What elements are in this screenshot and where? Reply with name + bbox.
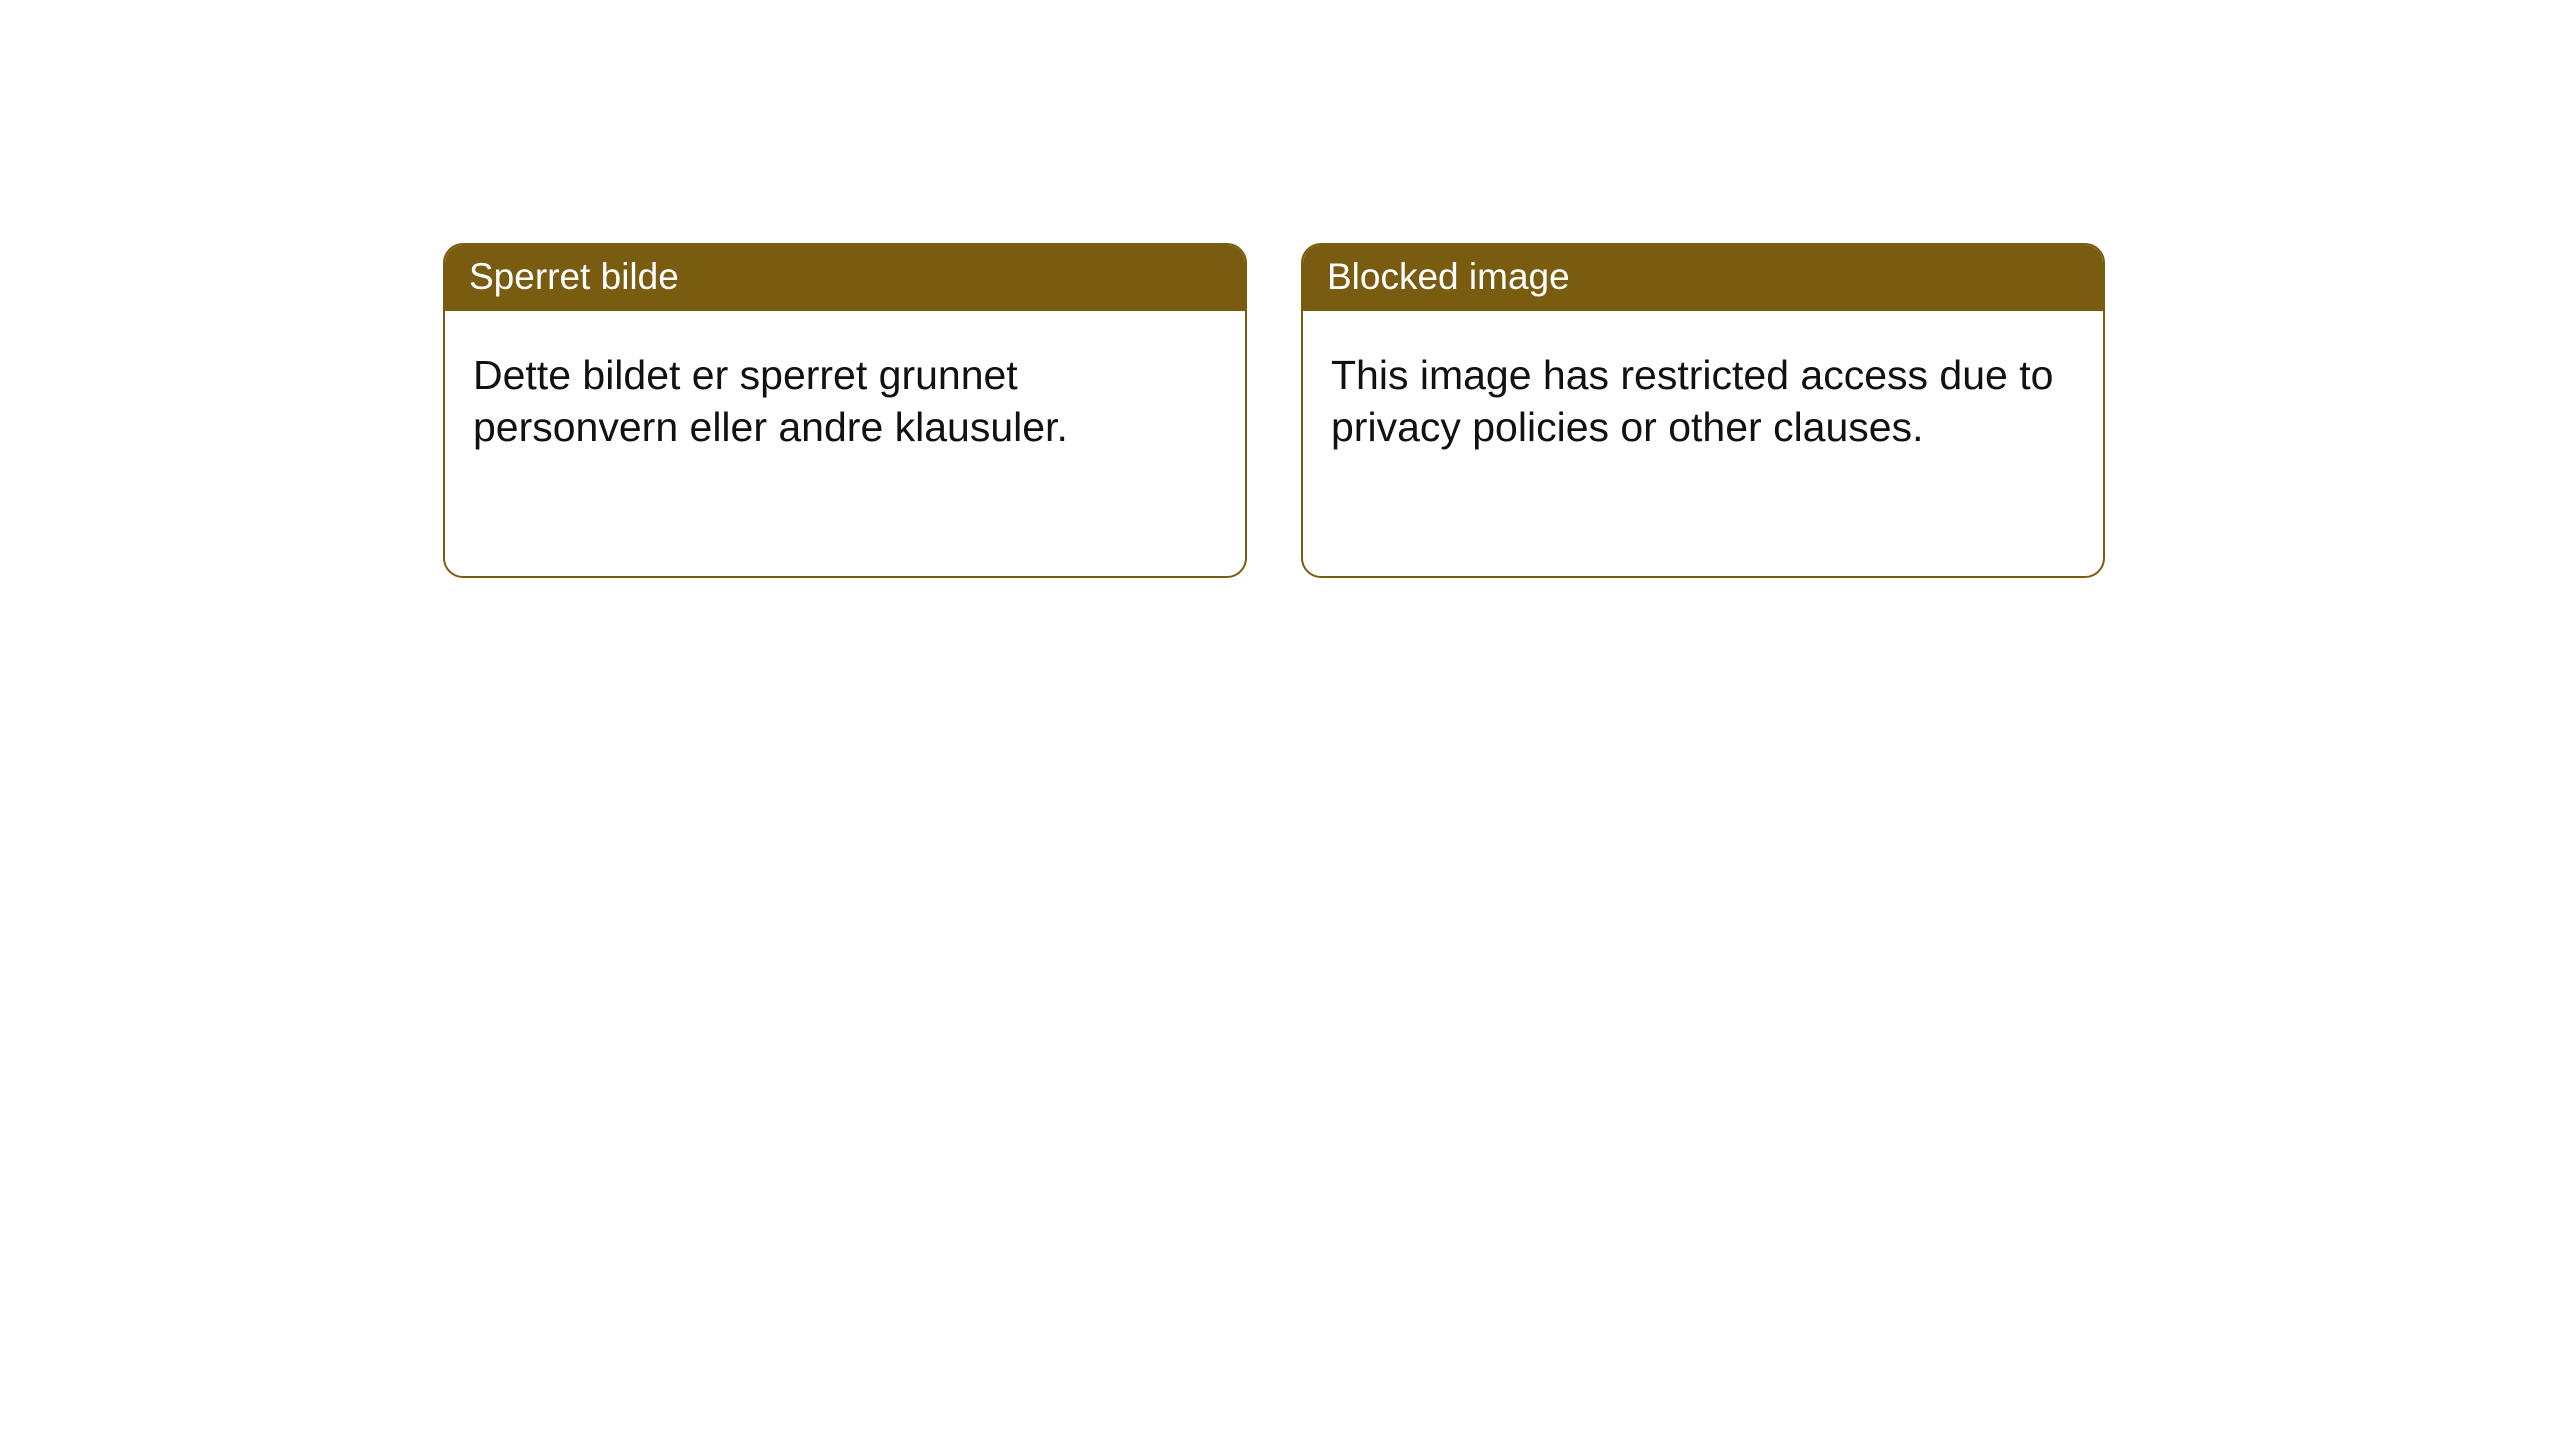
notice-card-en: Blocked image This image has restricted … [1301,243,2105,578]
notice-body-en: This image has restricted access due to … [1303,311,2103,481]
notice-header-no: Sperret bilde [445,245,1245,311]
notice-header-en: Blocked image [1303,245,2103,311]
notice-body-no: Dette bildet er sperret grunnet personve… [445,311,1245,481]
notice-container: Sperret bilde Dette bildet er sperret gr… [0,0,2560,578]
notice-card-no: Sperret bilde Dette bildet er sperret gr… [443,243,1247,578]
